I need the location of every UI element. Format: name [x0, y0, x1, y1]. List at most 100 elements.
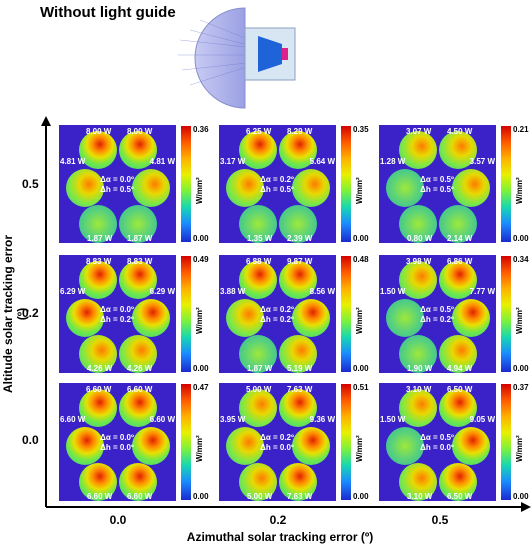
receiver-spot [439, 205, 477, 243]
y-tick-label: 0.2 [22, 306, 39, 320]
receiver-spot [119, 205, 157, 243]
colorbar-max-label: 0.21 [513, 125, 529, 134]
altitude-error-text: Δh = 0.0º [100, 443, 134, 452]
power-label: 3.07 W [406, 127, 432, 136]
power-label: 1.50 W [380, 287, 406, 296]
power-label: 0.80 W [407, 234, 433, 243]
power-label: 1.87 W [247, 364, 273, 373]
receiver-spot [239, 131, 277, 169]
power-label: 3.98 W [406, 257, 432, 266]
power-label: 6.29 W [60, 287, 86, 296]
azimuth-error-text: Δα = 0.0º [100, 305, 134, 314]
colorbar-min-label: 0.00 [513, 492, 529, 501]
colorbar-unit-label: W/mm² [195, 177, 204, 204]
colorbar-max-label: 0.35 [353, 125, 369, 134]
error-annotation: Δα = 0.0º Δh = 0.0º [87, 433, 147, 453]
colorbar-min-label: 0.00 [513, 234, 529, 243]
receiver-spot [399, 131, 437, 169]
power-label: 6.60 W [127, 492, 153, 501]
altitude-error-text: Δh = 0.2º [100, 315, 134, 324]
power-label: 5.19 W [287, 364, 313, 373]
colorbar-min-label: 0.00 [353, 234, 369, 243]
power-label: 3.17 W [220, 157, 246, 166]
error-annotation: Δα = 0.2º Δh = 0.0º [247, 433, 307, 453]
receiver-spot [239, 389, 277, 427]
azimuth-error-text: Δα = 0.0º [100, 433, 134, 442]
colorbar-unit-label: W/mm² [515, 435, 524, 462]
colorbar-max-label: 0.51 [353, 383, 369, 392]
colorbar-max-label: 0.36 [193, 125, 209, 134]
power-label: 9.36 W [309, 415, 335, 424]
receiver-spot [292, 299, 330, 337]
colorbar-unit-label: W/mm² [515, 177, 524, 204]
power-label: 5.00 W [247, 492, 273, 501]
receiver-spot [132, 299, 170, 337]
receiver-spot [239, 261, 277, 299]
receiver-spot [119, 261, 157, 299]
azimuth-error-text: Δα = 0.2º [260, 305, 294, 314]
receiver-spot [226, 427, 264, 465]
power-label: 4.81 W [60, 157, 86, 166]
receiver-spot [132, 427, 170, 465]
power-label: 6.25 W [246, 127, 272, 136]
receiver-spot [79, 131, 117, 169]
azimuth-error-text: Δα = 0.5º [420, 175, 454, 184]
receiver-spot [292, 169, 330, 207]
power-label: 8.83 W [86, 257, 112, 266]
colorbar-min-label: 0.00 [193, 234, 209, 243]
error-annotation: Δα = 0.2º Δh = 0.2º [247, 305, 307, 325]
receiver-spot [452, 299, 490, 337]
colorbar [181, 256, 191, 372]
power-label: 1.87 W [87, 234, 113, 243]
power-label: 8.00 W [86, 127, 112, 136]
altitude-error-text: Δh = 0.5º [100, 185, 134, 194]
power-label: 6.60 W [60, 415, 86, 424]
irradiance-panel: 3.98 W 6.86 W 1.50 W 7.77 W 1.90 W 4.94 W Δα =… [379, 255, 496, 373]
receiver-spot [66, 169, 104, 207]
colorbar [341, 384, 351, 500]
receiver-spot [452, 427, 490, 465]
power-label: 7.63 W [287, 492, 313, 501]
power-label: 2.14 W [447, 234, 473, 243]
receiver-spot [239, 335, 277, 373]
power-label: 7.63 W [287, 385, 313, 394]
power-label: 6.29 W [149, 287, 175, 296]
power-label: 6.50 W [447, 385, 473, 394]
receiver-spot [66, 299, 104, 337]
colorbar-max-label: 0.49 [193, 255, 209, 264]
y-tick-label: 0.5 [22, 177, 39, 191]
colorbar [181, 384, 191, 500]
receiver-spot [279, 463, 317, 501]
receiver-spot [452, 169, 490, 207]
colorbar-min-label: 0.00 [193, 492, 209, 501]
receiver-spot [239, 463, 277, 501]
irradiance-panel: 8.00 W 8.00 W 4.81 W 4.81 W 1.87 W 1.87 W Δα =… [59, 125, 176, 243]
power-label: 4.26 W [127, 364, 153, 373]
altitude-error-text: Δh = 0.5º [420, 185, 454, 194]
receiver-spot [79, 463, 117, 501]
azimuth-error-text: Δα = 0.0º [100, 175, 134, 184]
colorbar-unit-label: W/mm² [195, 307, 204, 334]
colorbar [501, 384, 511, 500]
power-label: 6.60 W [86, 385, 112, 394]
colorbar-min-label: 0.00 [353, 492, 369, 501]
altitude-error-text: Δh = 0.0º [420, 443, 454, 452]
error-annotation: Δα = 0.5º Δh = 0.2º [407, 305, 467, 325]
power-label: 4.81 W [149, 157, 175, 166]
azimuth-error-text: Δα = 0.5º [420, 433, 454, 442]
receiver-spot [386, 427, 424, 465]
power-label: 6.60 W [87, 492, 113, 501]
power-label: 4.94 W [447, 364, 473, 373]
receiver-spot [399, 335, 437, 373]
receiver-spot [439, 131, 477, 169]
light-guide-illustration [178, 7, 296, 109]
receiver-spot [66, 427, 104, 465]
receiver-spot [119, 131, 157, 169]
receiver-spot [279, 205, 317, 243]
colorbar-unit-label: W/mm² [515, 307, 524, 334]
irradiance-panel: 6.60 W 6.60 W 6.60 W 6.60 W 6.60 W 6.60 W Δα =… [59, 383, 176, 501]
power-label: 3.57 W [469, 157, 495, 166]
receiver-spot [79, 205, 117, 243]
x-tick-label: 0.0 [109, 513, 127, 527]
